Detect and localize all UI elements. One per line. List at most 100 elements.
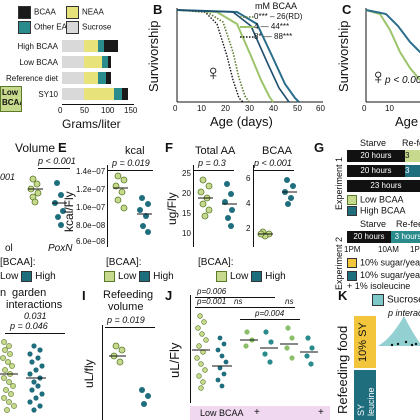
j-scatter bbox=[192, 313, 318, 391]
bar-high-sucrose bbox=[62, 40, 84, 52]
legend-neaa: NEAA bbox=[66, 6, 104, 19]
b-curve-high bbox=[176, 9, 300, 103]
f-legend: Low High bbox=[216, 271, 286, 282]
e-ytick-2: 1.0e−07 bbox=[76, 203, 106, 212]
e-pval: p = 0.019 bbox=[112, 158, 150, 168]
b-xlabel: Age (days) bbox=[210, 114, 273, 129]
row-label-reference: Reference diet bbox=[5, 74, 58, 83]
h-pval-2: p = 0.046 bbox=[10, 321, 48, 331]
e-y-axis bbox=[107, 165, 108, 247]
row-label-high-bcaa: High BCAA bbox=[17, 42, 58, 51]
h-title-2: interactions bbox=[6, 299, 63, 311]
h-pval-1: 0.031 bbox=[24, 311, 47, 321]
f-title-total: Total AA bbox=[195, 145, 236, 157]
bar-low-other bbox=[102, 56, 108, 68]
b-curve-8-dotted bbox=[176, 9, 244, 103]
d-bracket-label: [BCAA]: bbox=[0, 257, 36, 268]
e-ylabel: kcal/Fly bbox=[62, 191, 76, 232]
b-xtick-50: 50 bbox=[293, 104, 302, 113]
k-box1-label: 10% SY bbox=[357, 322, 369, 362]
c-xlabel: Age ( bbox=[395, 114, 420, 129]
g-bar-23h: 23 hours bbox=[347, 180, 420, 192]
k-box-10sy bbox=[354, 316, 376, 368]
b-legend-row-4: 4 — 44*** bbox=[240, 22, 290, 31]
j-bar-label: Low BCAA bbox=[200, 408, 244, 418]
bar-low-sucrose bbox=[62, 56, 84, 68]
j-y-axis bbox=[190, 295, 191, 403]
b-curve-0-dotted bbox=[176, 9, 250, 103]
d-title: Volume bbox=[15, 141, 56, 155]
bar-sy10-sucrose bbox=[62, 88, 84, 100]
f-ytick-15: 15 bbox=[182, 209, 191, 218]
f-panel-label: F bbox=[165, 140, 173, 155]
g-legend-low: Low BCAA bbox=[347, 195, 404, 205]
b-xtick-20: 20 bbox=[221, 104, 230, 113]
g-panel-label: G bbox=[314, 140, 325, 155]
g-time-1p: 1P bbox=[410, 245, 420, 254]
g-legend-high: High BCAA bbox=[347, 206, 406, 216]
a-low-bcaa-badge: Low BCAA bbox=[0, 86, 22, 112]
d-xlabel-poxn: PoxN bbox=[48, 243, 73, 254]
bar-ref-sucrose bbox=[62, 72, 84, 84]
f-ytick-6: 6 bbox=[246, 174, 251, 183]
j-pval-4: ns bbox=[285, 297, 294, 306]
f-scatter-bcaa bbox=[257, 177, 297, 240]
g-bar-3h-c: 3 hours bbox=[391, 231, 420, 243]
f-bracket-label: [BCAA]: bbox=[198, 257, 234, 268]
row-label-low-bcaa: Low BCAA bbox=[19, 58, 58, 67]
f-scatter-total bbox=[197, 176, 237, 229]
b-survival-plot bbox=[176, 8, 323, 103]
b-curve-high2 bbox=[176, 9, 290, 103]
j-plus-1: + bbox=[254, 407, 260, 418]
g-time-1pm: 1PM bbox=[344, 245, 361, 254]
e-title: kcal bbox=[125, 145, 145, 157]
i-title-2: volume bbox=[108, 301, 144, 313]
c-female-symbol: ♀ bbox=[370, 64, 387, 89]
legend-sucrose: Sucrose bbox=[66, 21, 111, 34]
e-ytick-4: 6.0e−08 bbox=[76, 237, 106, 246]
i-ylabel: uL/fly bbox=[82, 359, 96, 388]
legend-other-eaa: Other EAA bbox=[18, 21, 72, 34]
stacked-bar-chart bbox=[62, 40, 128, 100]
bar-high-other bbox=[98, 40, 104, 52]
f-ytick-10: 10 bbox=[182, 229, 191, 238]
g-time-10am: 10AM bbox=[378, 245, 399, 254]
e-legend: Low High bbox=[104, 271, 174, 282]
g-bar-3h-a: 3 hou bbox=[405, 150, 420, 162]
b-xtick-0: 0 bbox=[173, 104, 178, 113]
g-bar-20h-b: 20 hours bbox=[347, 165, 405, 177]
b-xtick-10: 10 bbox=[197, 104, 206, 113]
k-legend-sucrose: Sucrose bbox=[372, 294, 420, 306]
g-starve2: Starve bbox=[360, 219, 387, 229]
k-density bbox=[378, 316, 420, 347]
k-pint: p interactio bbox=[388, 308, 420, 318]
b-panel-label: B bbox=[153, 2, 163, 17]
bar-ref-other bbox=[98, 72, 106, 84]
bar-ref-bcaa bbox=[106, 72, 111, 84]
legend-bcaa: BCAA bbox=[18, 6, 56, 19]
e-bracket-label: [BCAA]: bbox=[106, 257, 142, 268]
k-box2-label: SY leucine bbox=[356, 387, 376, 416]
g-opt2: 10% sugar/yeast + 1% isoleucine bbox=[347, 270, 420, 291]
d-pval2: 001 bbox=[0, 172, 16, 182]
b-xtick-40: 40 bbox=[269, 104, 278, 113]
f-pval-bcaa: p < 0.001 bbox=[254, 158, 292, 168]
a-xlabel: Grams/liter bbox=[62, 117, 121, 131]
f-pval-total: p = 0.3 bbox=[198, 158, 226, 168]
f-ylabel: ug/Fly bbox=[165, 192, 179, 225]
bar-sy10-neaa bbox=[84, 88, 114, 100]
g-bar-3h-b: 3 hou bbox=[405, 165, 420, 177]
b-legend-row-0: 0*** – 26(RD) bbox=[240, 12, 303, 21]
j-ylabel: uL/Fly bbox=[167, 342, 182, 378]
g-opt1: 10% sugar/yeast bbox=[347, 258, 420, 268]
i-panel-label: I bbox=[82, 288, 86, 303]
e-ytick-3: 8.0e−08 bbox=[76, 221, 106, 230]
c-xtick-10: 10 bbox=[385, 104, 394, 113]
row-label-sy10: SY10 bbox=[38, 90, 58, 99]
bar-high-neaa bbox=[84, 40, 98, 52]
e-panel-label: E bbox=[58, 140, 67, 155]
k-panel-label: K bbox=[338, 288, 348, 303]
j-pval-3: ns bbox=[234, 297, 243, 306]
b-xtick-60: 60 bbox=[316, 104, 325, 113]
i-y-axis bbox=[102, 325, 103, 420]
